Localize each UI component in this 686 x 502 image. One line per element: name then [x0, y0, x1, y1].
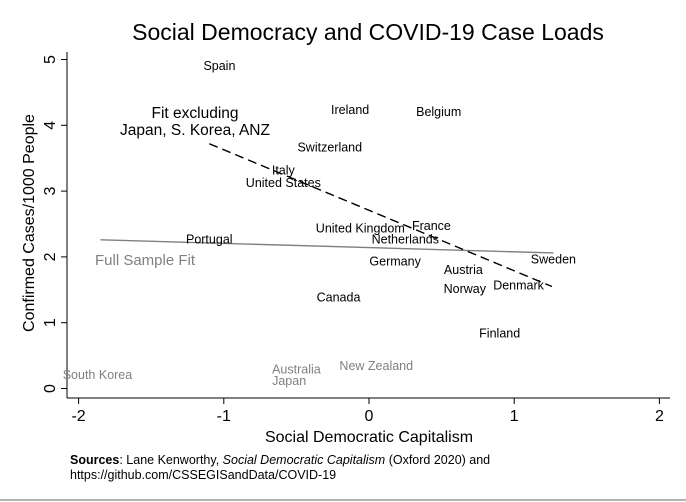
point-label: Canada: [317, 291, 361, 305]
point-label: Australia: [272, 362, 321, 376]
x-tick-label: -2: [71, 408, 85, 425]
point-label: Japan: [272, 374, 306, 388]
point-label: Denmark: [493, 279, 544, 293]
point-label: Italy: [272, 164, 296, 178]
fit-line-excluding: [209, 143, 553, 288]
point-label: Norway: [444, 282, 487, 296]
sources-label: Sources: [70, 453, 119, 467]
point-label: United States: [246, 176, 321, 190]
point-label: Finland: [479, 327, 520, 341]
point-label: United Kingdom: [316, 221, 405, 235]
point-label: Spain: [203, 59, 235, 73]
point-label: Belgium: [416, 105, 461, 119]
x-tick-label: 0: [365, 408, 374, 425]
point-label: Switzerland: [297, 141, 362, 155]
point-label: France: [412, 219, 451, 233]
y-axis-title: Confirmed Cases/1000 People: [21, 114, 38, 332]
point-label: Germany: [369, 254, 421, 268]
sources-line1: Sources: Lane Kenworthy, Social Democrat…: [70, 453, 490, 467]
y-tick-label: 2: [42, 252, 59, 261]
y-tick-label: 4: [42, 121, 59, 130]
sources-line2: https://github.com/CSSEGISandData/COVID-…: [70, 468, 336, 482]
y-tick-label: 0: [42, 384, 59, 393]
sources-text-after: (Oxford 2020) and: [385, 453, 490, 467]
y-tick-label: 5: [42, 55, 59, 64]
y-tick-label: 3: [42, 187, 59, 196]
x-axis-title: Social Democratic Capitalism: [265, 429, 473, 446]
sources-book: Social Democratic Capitalism: [223, 453, 386, 467]
x-tick-label: -1: [217, 408, 231, 425]
fit-line-full-sample: [100, 239, 554, 254]
point-label: South Korea: [63, 368, 133, 382]
point-label: Ireland: [331, 103, 369, 117]
x-tick-label: 2: [655, 408, 664, 425]
chart-title: Social Democracy and COVID-19 Case Loads: [132, 19, 604, 45]
point-label: Netherlands: [372, 233, 439, 247]
full-fit-label: Full Sample Fit: [95, 252, 196, 269]
y-tick-label: 1: [42, 318, 59, 327]
sources-text-before: : Lane Kenworthy,: [119, 453, 222, 467]
excl-fit-label-line2: Japan, S. Korea, ANZ: [120, 122, 270, 139]
point-label: Sweden: [531, 252, 576, 266]
point-label: Austria: [444, 263, 483, 277]
excl-fit-label-line1: Fit excluding: [151, 105, 238, 122]
point-label: New Zealand: [339, 359, 413, 373]
x-tick-label: 1: [510, 408, 519, 425]
point-label: Portugal: [186, 233, 233, 247]
